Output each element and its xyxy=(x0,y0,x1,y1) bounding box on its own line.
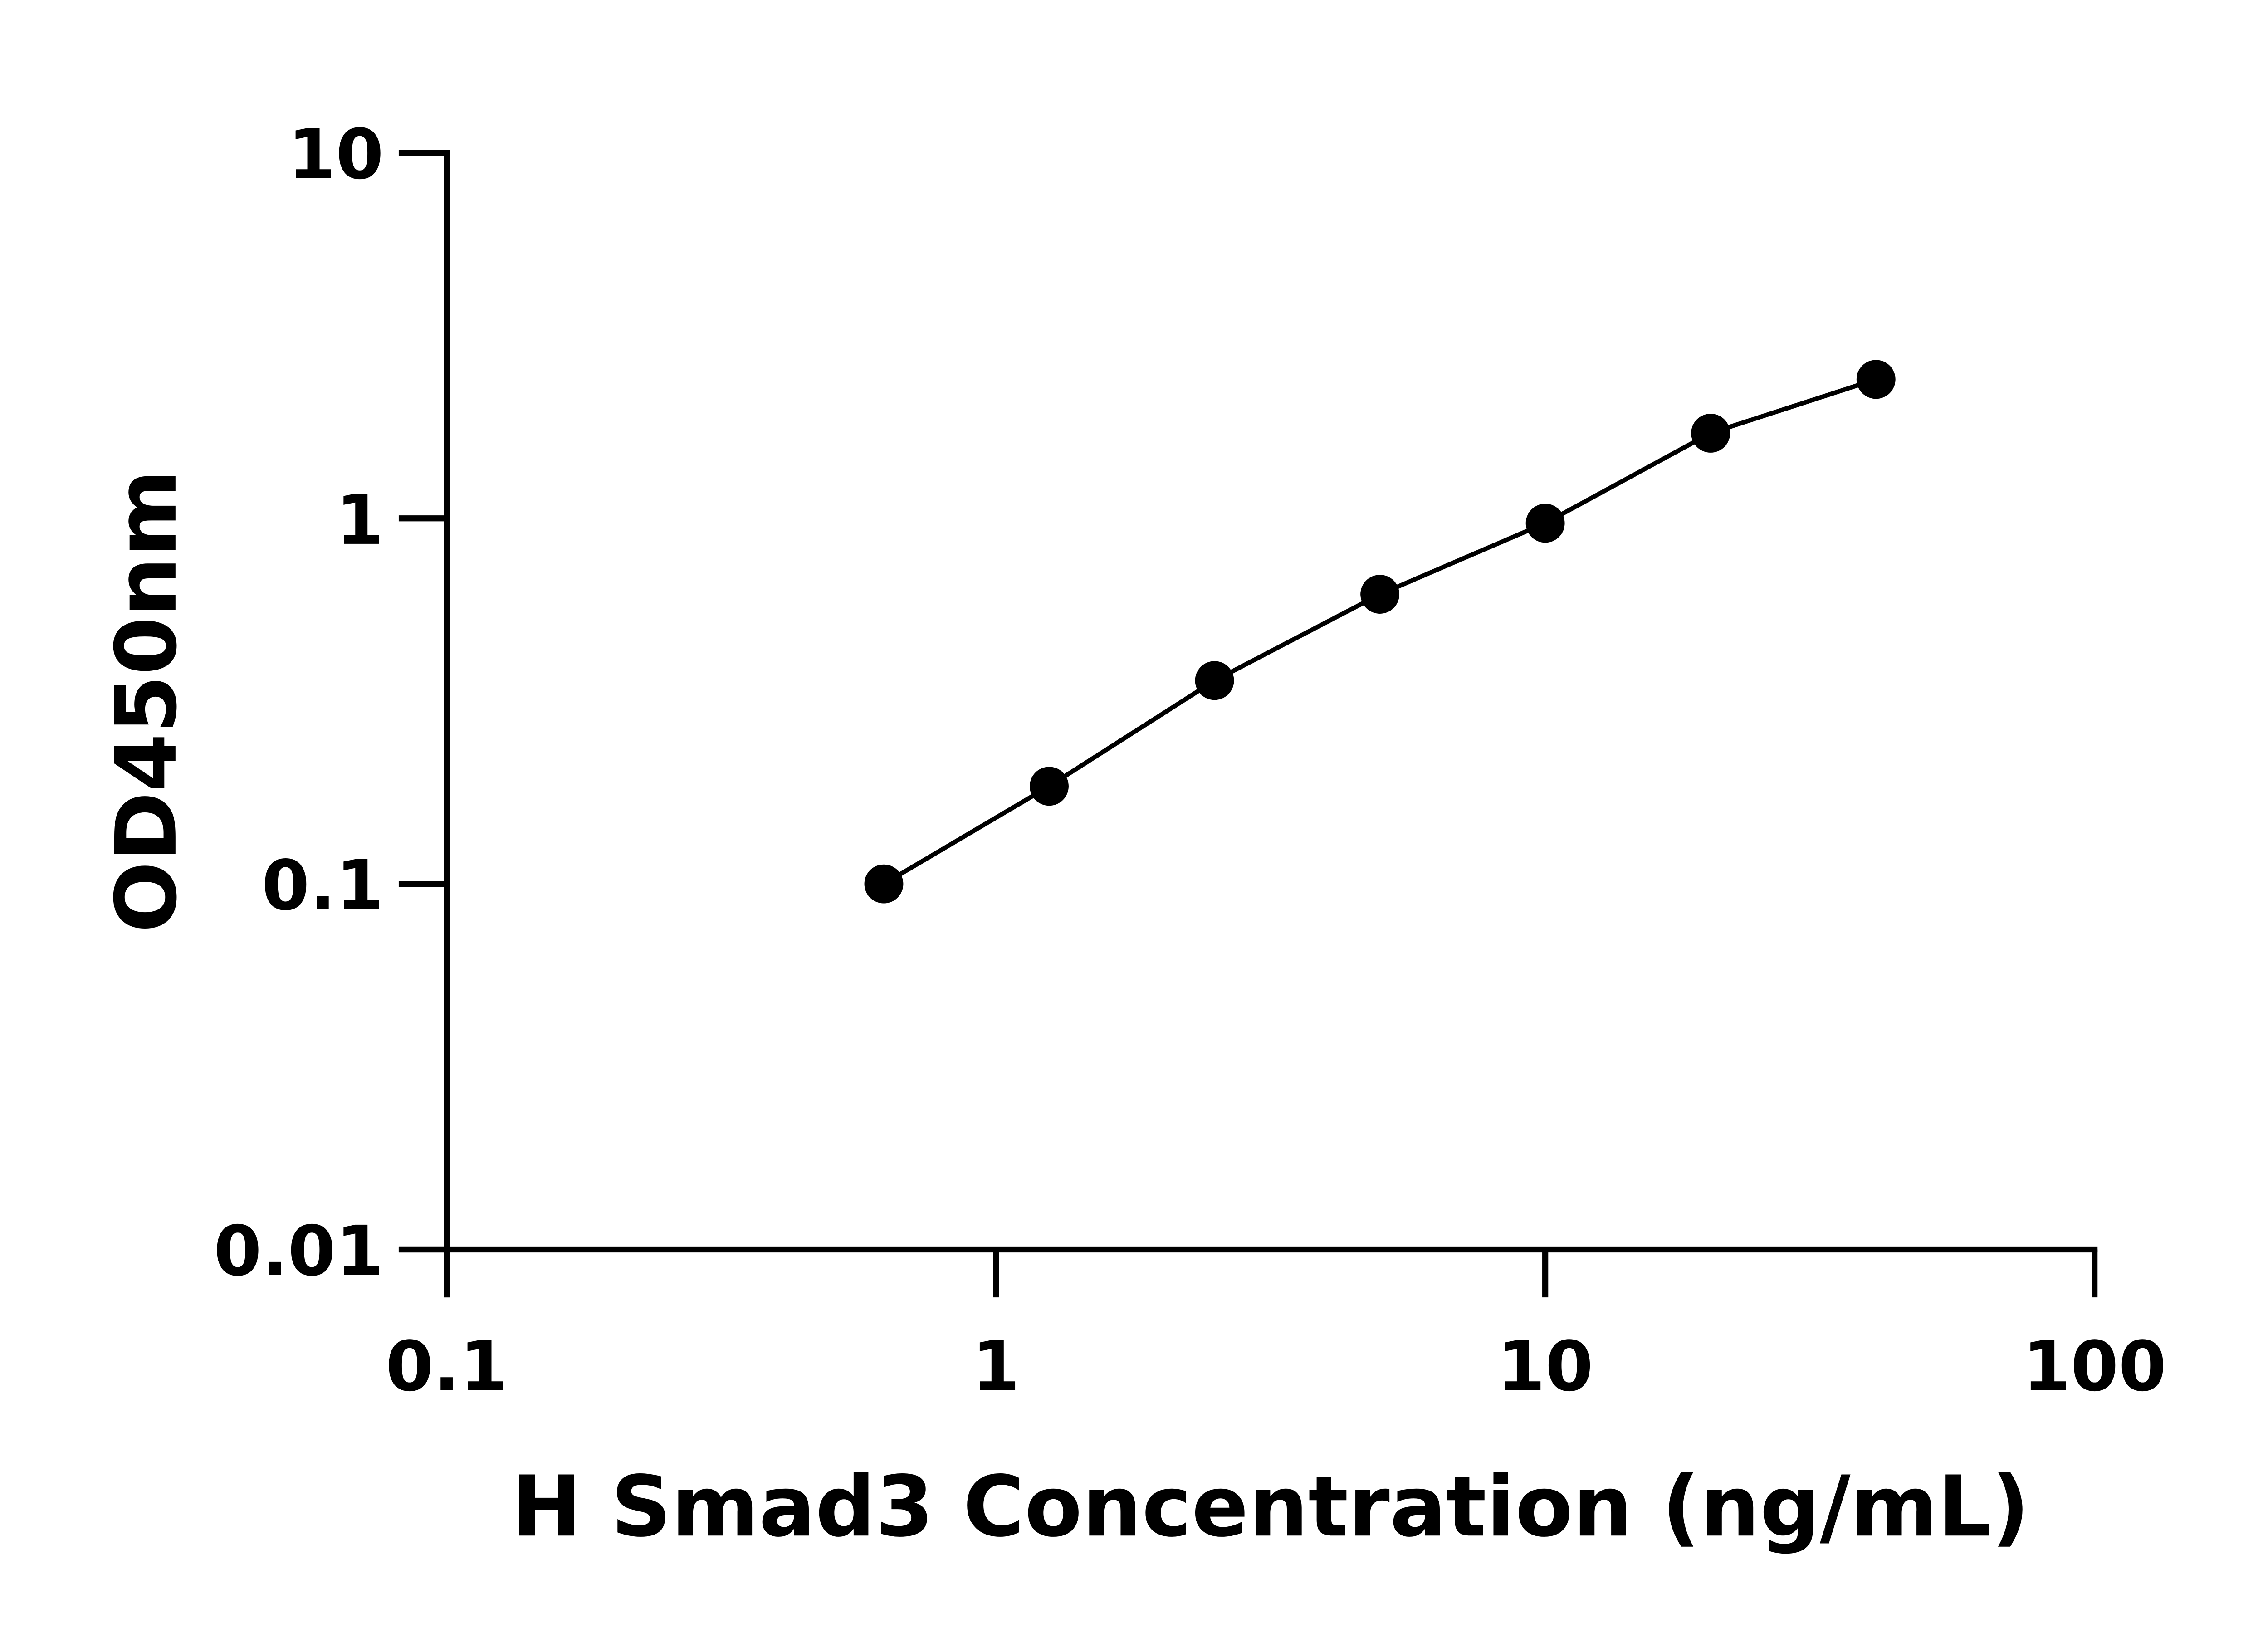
data-point xyxy=(1360,575,1400,614)
data-point xyxy=(1030,767,1069,806)
data-point xyxy=(1856,360,1896,399)
data-point xyxy=(1525,504,1565,543)
x-tick-label: 1 xyxy=(972,1326,1020,1407)
y-ticks: 0.01 0.1 1 10 xyxy=(214,114,447,1291)
data-point xyxy=(1195,661,1234,700)
axes xyxy=(398,150,2098,1298)
x-tick-label: 10 xyxy=(1497,1326,1593,1407)
y-tick-label: 10 xyxy=(288,114,384,195)
x-tick-label: 0.1 xyxy=(386,1326,508,1407)
x-ticks: 0.1 1 10 100 xyxy=(386,1249,2166,1407)
y-tick-label: 1 xyxy=(336,480,384,560)
x-axis-label: H Smad3 Concentration (ng/mL) xyxy=(512,1457,2030,1555)
data-points xyxy=(864,360,1896,904)
x-tick-label: 100 xyxy=(2023,1326,2166,1407)
y-tick-label: 0.01 xyxy=(214,1211,384,1291)
y-axis-label: OD450nm xyxy=(98,469,196,933)
data-point xyxy=(1691,414,1730,453)
data-point xyxy=(864,864,904,904)
fitted-curve-line xyxy=(882,377,1877,886)
y-tick-label: 0.1 xyxy=(262,846,384,926)
